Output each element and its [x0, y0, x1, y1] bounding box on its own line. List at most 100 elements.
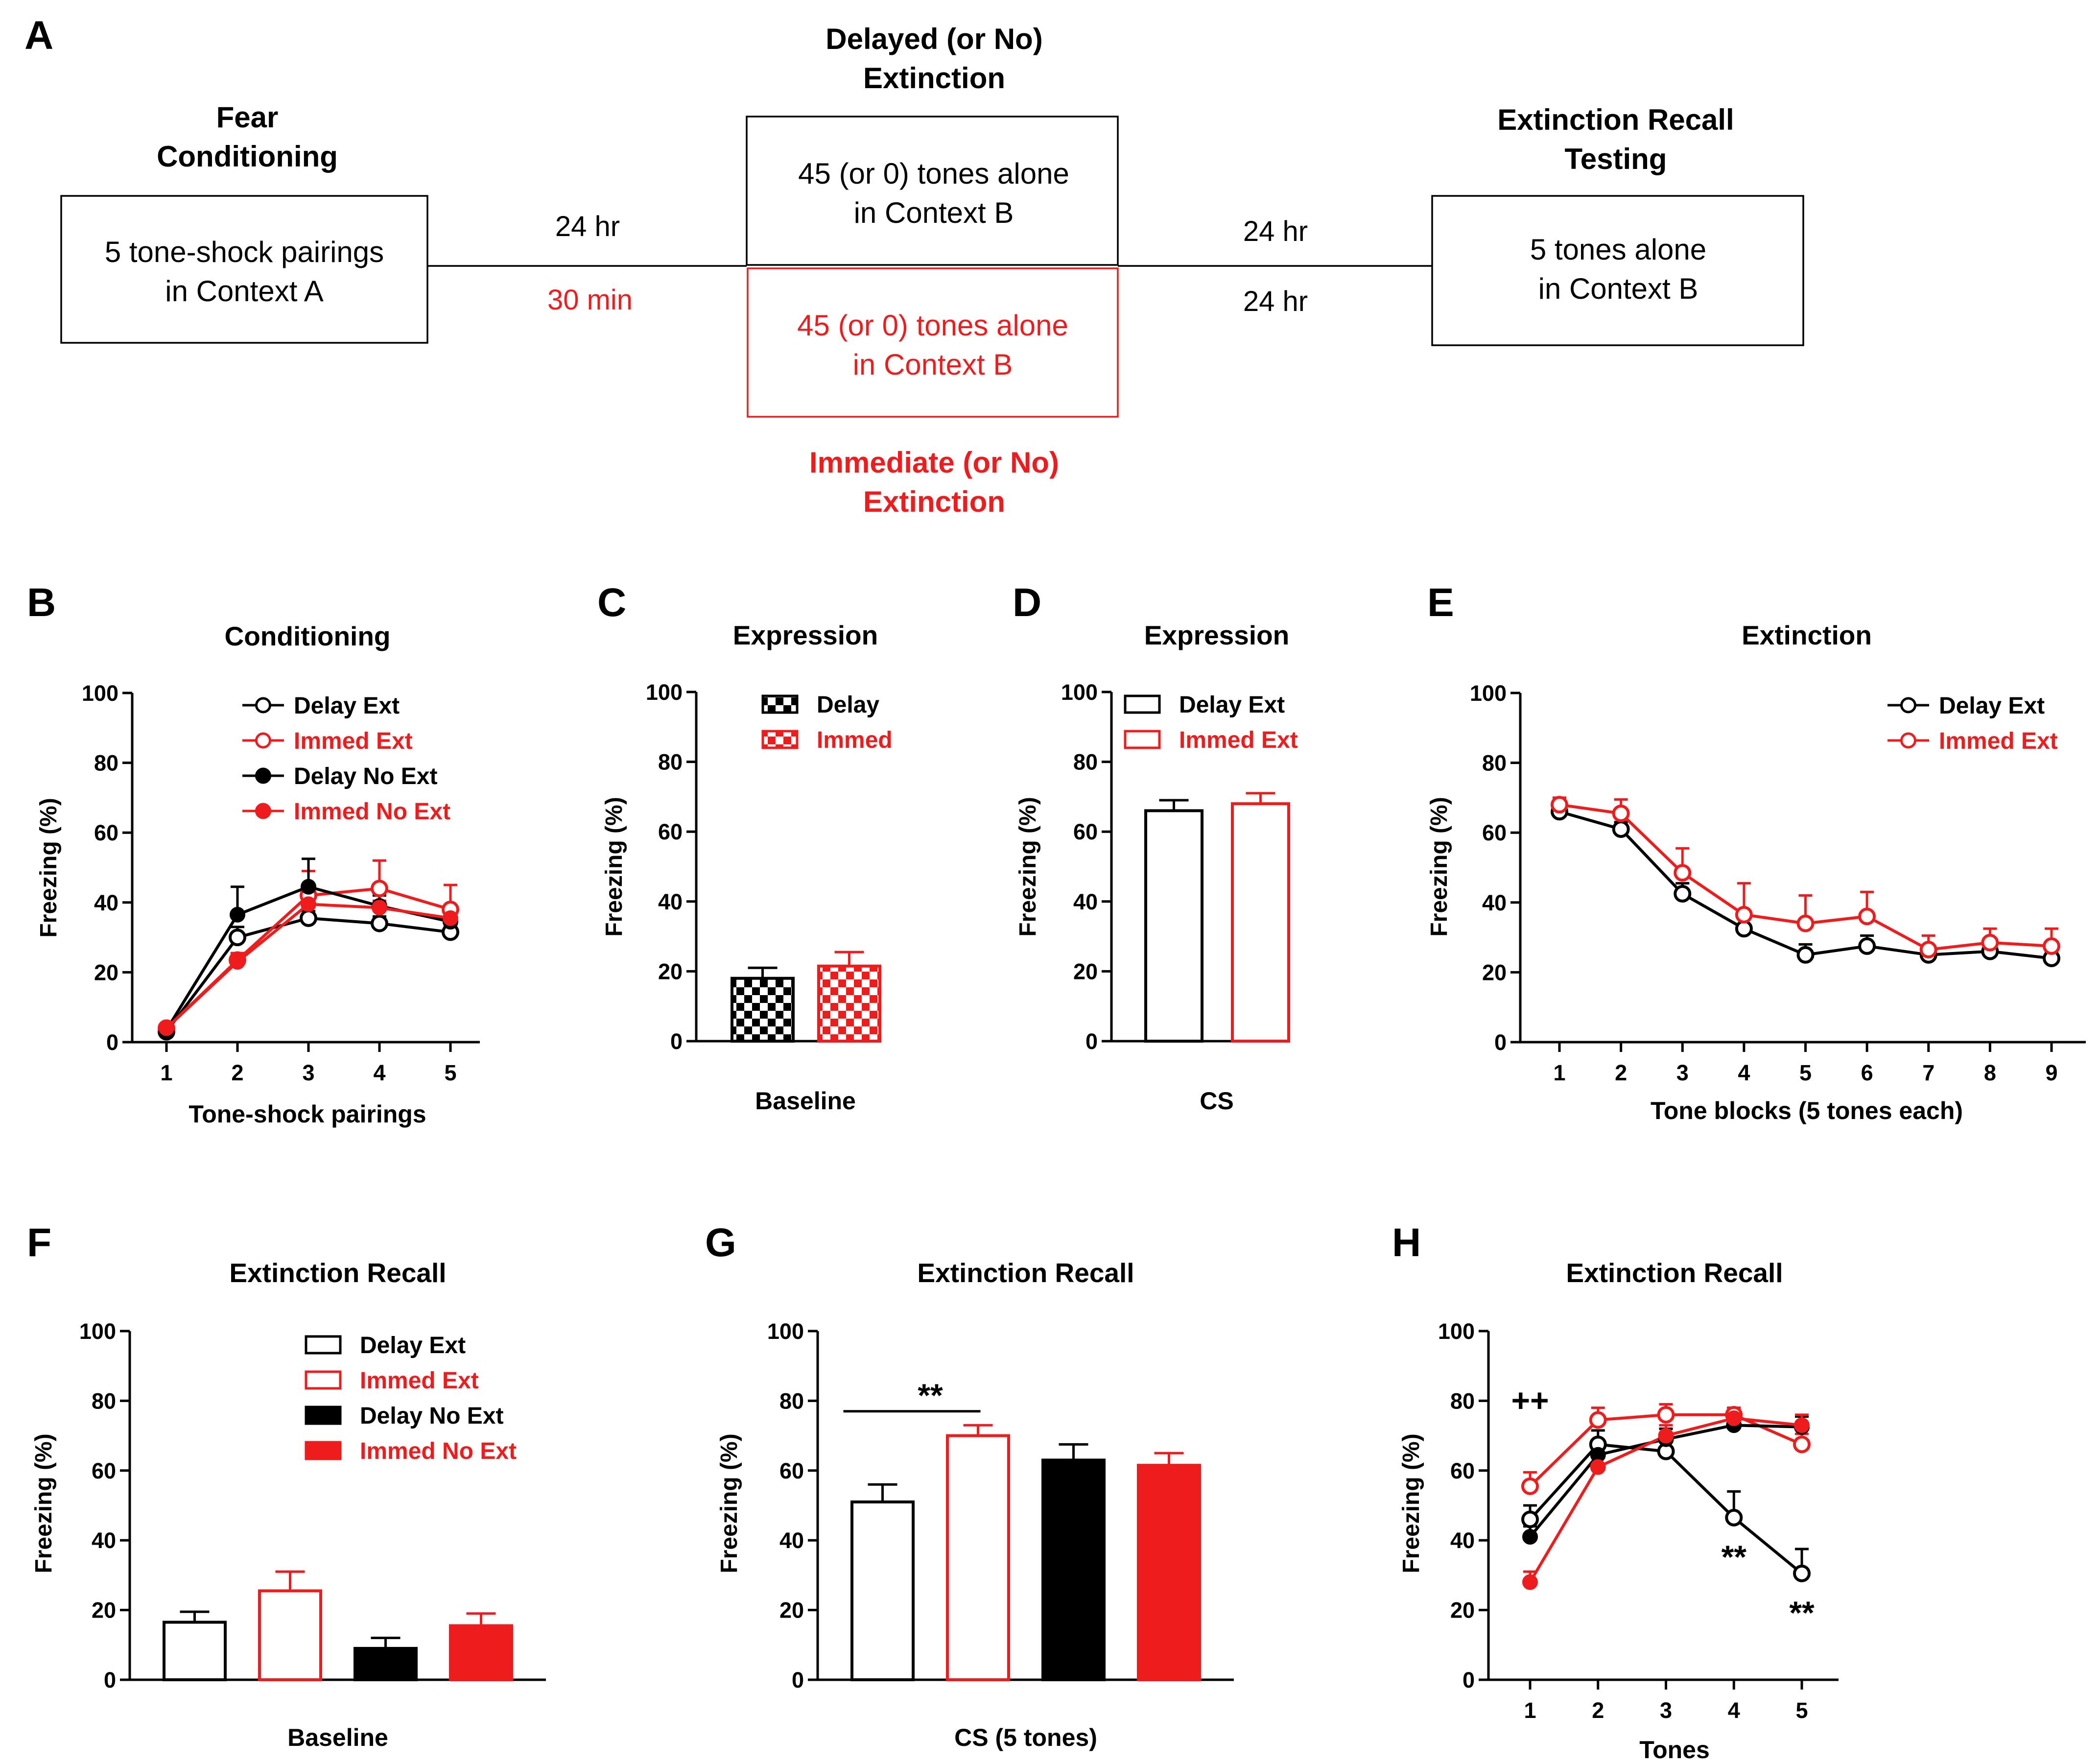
bar-delay-ext — [163, 1621, 227, 1682]
data-point — [372, 900, 387, 916]
x-axis-label: Tone-shock pairings — [189, 1100, 426, 1128]
panel-letter: G — [705, 1220, 736, 1265]
y-tick-label: 100 — [79, 1319, 116, 1344]
interval-2b: 24 hr — [1243, 286, 1308, 317]
x-tick-label: 2 — [1615, 1060, 1627, 1085]
x-axis-label: CS — [1200, 1087, 1233, 1115]
x-tick-label: 3 — [302, 1060, 314, 1085]
data-point — [1725, 1508, 1743, 1526]
bar-delay-no-ext — [1041, 1458, 1106, 1681]
data-point — [1521, 1510, 1539, 1528]
data-point — [1521, 1477, 1539, 1495]
data-point — [1794, 1417, 1810, 1433]
y-tick-label: 100 — [1438, 1319, 1475, 1344]
chart-panel-g: G Extinction Recall CS (5 tones) Freezing (… — [705, 1220, 1234, 1751]
x-tick-label: 7 — [1922, 1060, 1935, 1085]
chart-panel-f: F Extinction Recall Baseline Freezing (%) 0 2… — [27, 1220, 546, 1751]
bar-delay — [731, 977, 795, 1043]
legend-marker — [1900, 732, 1916, 749]
data-point — [1735, 920, 1753, 938]
chart-title: Extinction Recall — [1566, 1258, 1783, 1288]
chart-title: Conditioning — [224, 621, 390, 651]
y-tick-label: 40 — [1450, 1528, 1475, 1553]
panel-letter: E — [1427, 580, 1454, 625]
y-tick-label: 40 — [1482, 890, 1507, 915]
data-point — [230, 954, 245, 970]
data-point — [371, 880, 388, 898]
chart-panel-d: D Expression CS Freezing (%) 0 20 40 60 80 100 Del… — [1013, 580, 1298, 1115]
legend-label: Delay Ext — [1179, 692, 1285, 718]
y-tick-label: 0 — [670, 1029, 683, 1054]
chart-title: Expression — [733, 620, 878, 650]
y-tick-label: 60 — [779, 1458, 804, 1483]
panel-letter: F — [27, 1220, 51, 1265]
y-tick-label: 40 — [658, 889, 683, 914]
delayed-extinction-heading-2: Extinction — [863, 62, 1005, 95]
data-point — [301, 896, 316, 912]
delayed-extinction-box — [746, 116, 1119, 266]
series-line-delay-ext — [165, 916, 451, 1033]
immediate-extinction-box — [747, 267, 1119, 418]
fear-conditioning-heading-2: Conditioning — [157, 140, 338, 173]
legend-label: Immed — [817, 727, 893, 753]
fear-conditioning-box — [60, 195, 428, 344]
legend-label: Delay No Ext — [294, 763, 437, 789]
legend-label: Delay — [817, 692, 879, 718]
legend-label: Immed Ext — [360, 1368, 479, 1394]
x-tick-label: 9 — [2045, 1060, 2057, 1085]
significance-marker: ** — [1789, 1595, 1815, 1631]
significance-marker: ** — [918, 1377, 943, 1413]
data-point — [1793, 1564, 1811, 1582]
interval-delay-1: 24 hr — [555, 211, 620, 242]
legend-marker — [1900, 697, 1916, 714]
y-tick-label: 80 — [779, 1388, 804, 1413]
immediate-extinction-heading-1: Immediate (or No) — [809, 446, 1059, 479]
y-tick-label: 20 — [779, 1598, 804, 1623]
x-tick-label: 3 — [1676, 1060, 1689, 1085]
y-axis-label: Freezing (%) — [1426, 797, 1452, 936]
y-tick-label: 80 — [658, 750, 683, 775]
legend-label: Delay Ext — [294, 693, 400, 719]
y-axis-label: Freezing (%) — [31, 1433, 57, 1573]
y-tick-label: 20 — [94, 960, 118, 985]
x-tick-label: 5 — [1795, 1698, 1808, 1723]
panel-letter: H — [1392, 1220, 1421, 1265]
chart-title: Extinction Recall — [229, 1258, 446, 1288]
y-tick-label: 60 — [658, 819, 683, 844]
y-tick-label: 0 — [1463, 1668, 1475, 1692]
delayed-box-line-2: in Context B — [854, 196, 1014, 229]
data-point — [1858, 937, 1876, 955]
data-point — [1657, 1406, 1675, 1424]
data-point — [1726, 1410, 1742, 1426]
y-tick-label: 100 — [1470, 681, 1507, 706]
y-tick-label: 20 — [1073, 959, 1098, 984]
y-tick-label: 80 — [94, 751, 118, 776]
y-tick-label: 80 — [1073, 750, 1098, 775]
legend-label: Delay Ext — [360, 1333, 466, 1359]
panel-letter: B — [27, 580, 56, 625]
chart-panel-e: E Extinction Tone blocks (5 tones each) Fre… — [1426, 580, 2086, 1124]
interval-immediate-1: 30 min — [547, 284, 633, 316]
data-point — [1735, 906, 1753, 924]
bar-immed-ext — [1231, 802, 1290, 1043]
x-tick-label: 4 — [1738, 1060, 1750, 1085]
data-point — [1674, 884, 1692, 903]
legend-marker — [255, 697, 271, 714]
chart-title: Expression — [1144, 620, 1290, 650]
series-line-delay-ext — [1559, 810, 2052, 960]
immediate-extinction-heading-2: Extinction — [863, 485, 1005, 518]
data-point — [301, 879, 316, 895]
legend-swatch — [1124, 694, 1161, 714]
y-tick-label: 100 — [767, 1319, 804, 1344]
legend-swatch — [761, 694, 799, 714]
y-axis-label: Freezing (%) — [1015, 797, 1041, 936]
legend-label: Delay Ext — [1939, 693, 2045, 719]
delayed-box-line-1: 45 (or 0) tones alone — [798, 157, 1069, 190]
chart-panel-c: C Expression Baseline Freezing (%) 0 20 40 60 80… — [597, 580, 893, 1115]
bar-delay-no-ext — [354, 1646, 418, 1681]
data-point — [230, 906, 245, 923]
panel-letter: D — [1013, 580, 1041, 625]
y-tick-label: 0 — [792, 1668, 804, 1692]
data-point — [159, 1020, 174, 1036]
x-axis-label: CS (5 tones) — [954, 1724, 1097, 1751]
